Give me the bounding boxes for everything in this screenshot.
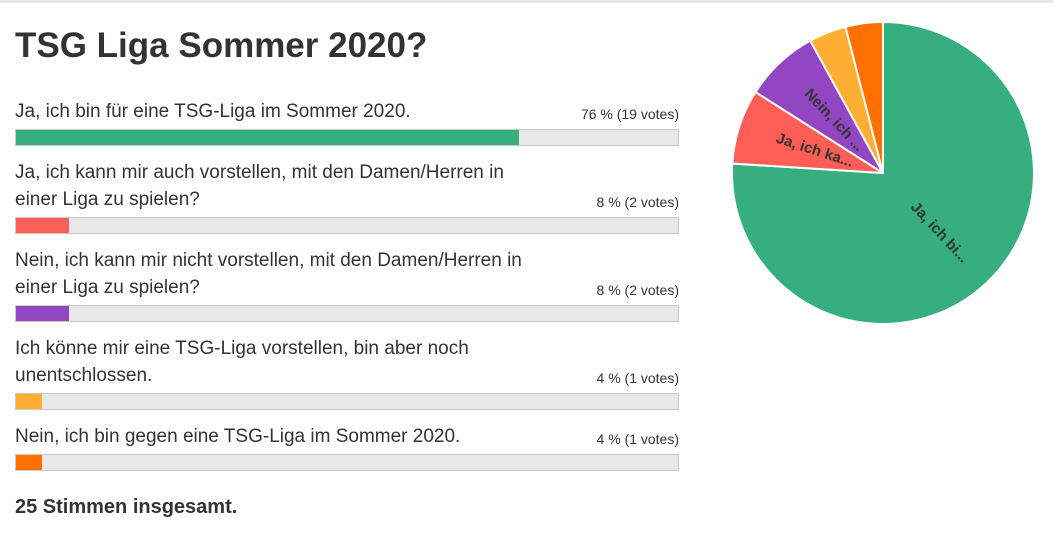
option-percent: 4 % (1 votes) (596, 370, 679, 386)
poll-option: Nein, ich bin gegen eine TSG-Liga im Som… (15, 423, 679, 471)
option-bar-fill (16, 394, 43, 409)
option-bar-fill (16, 306, 69, 321)
option-bar-track (15, 454, 679, 471)
top-divider (0, 0, 1053, 3)
option-header: Nein, ich kann mir nicht vorstellen, mit… (15, 247, 679, 301)
poll-option: Ja, ich bin für eine TSG-Liga im Sommer … (15, 98, 679, 146)
option-percent: 4 % (1 votes) (596, 431, 679, 447)
option-label: Nein, ich kann mir nicht vorstellen, mit… (15, 250, 522, 298)
pie-slice (844, 20, 884, 174)
option-label: Ja, ich bin für eine TSG-Liga im Sommer … (15, 101, 411, 122)
option-percent: 76 % (19 votes) (580, 106, 679, 122)
option-header: Nein, ich bin gegen eine TSG-Liga im Som… (15, 423, 679, 450)
option-label: Nein, ich bin gegen eine TSG-Liga im Som… (15, 426, 461, 447)
option-bar-track (15, 129, 679, 146)
option-bar-fill (16, 455, 43, 470)
pie-chart: Ja, ich bi...Ja, ich ka...Nein, ich ... (731, 20, 1035, 325)
poll-option: Ich könne mir eine TSG-Liga vorstellen, … (15, 335, 679, 410)
option-bar-track (15, 217, 679, 234)
option-bar-fill (16, 218, 69, 233)
option-bar-fill (16, 130, 520, 145)
poll-title: TSG Liga Sommer 2020? (15, 26, 428, 65)
option-bar-track (15, 305, 679, 322)
poll-option: Nein, ich kann mir nicht vorstellen, mit… (15, 247, 679, 322)
pie-slice (731, 20, 1035, 325)
option-header: Ja, ich bin für eine TSG-Liga im Sommer … (15, 98, 679, 125)
option-header: Ja, ich kann mir auch vorstellen, mit de… (15, 159, 679, 213)
option-bar-track (15, 393, 679, 410)
total-votes: 25 Stimmen insgesamt. (15, 496, 238, 518)
poll-results: Ja, ich bin für eine TSG-Liga im Sommer … (15, 98, 679, 471)
option-header: Ich könne mir eine TSG-Liga vorstellen, … (15, 335, 679, 389)
poll-option: Ja, ich kann mir auch vorstellen, mit de… (15, 159, 679, 234)
option-label: Ich könne mir eine TSG-Liga vorstellen, … (15, 338, 469, 386)
option-percent: 8 % (2 votes) (596, 194, 679, 210)
option-percent: 8 % (2 votes) (596, 282, 679, 298)
option-label: Ja, ich kann mir auch vorstellen, mit de… (15, 162, 504, 210)
